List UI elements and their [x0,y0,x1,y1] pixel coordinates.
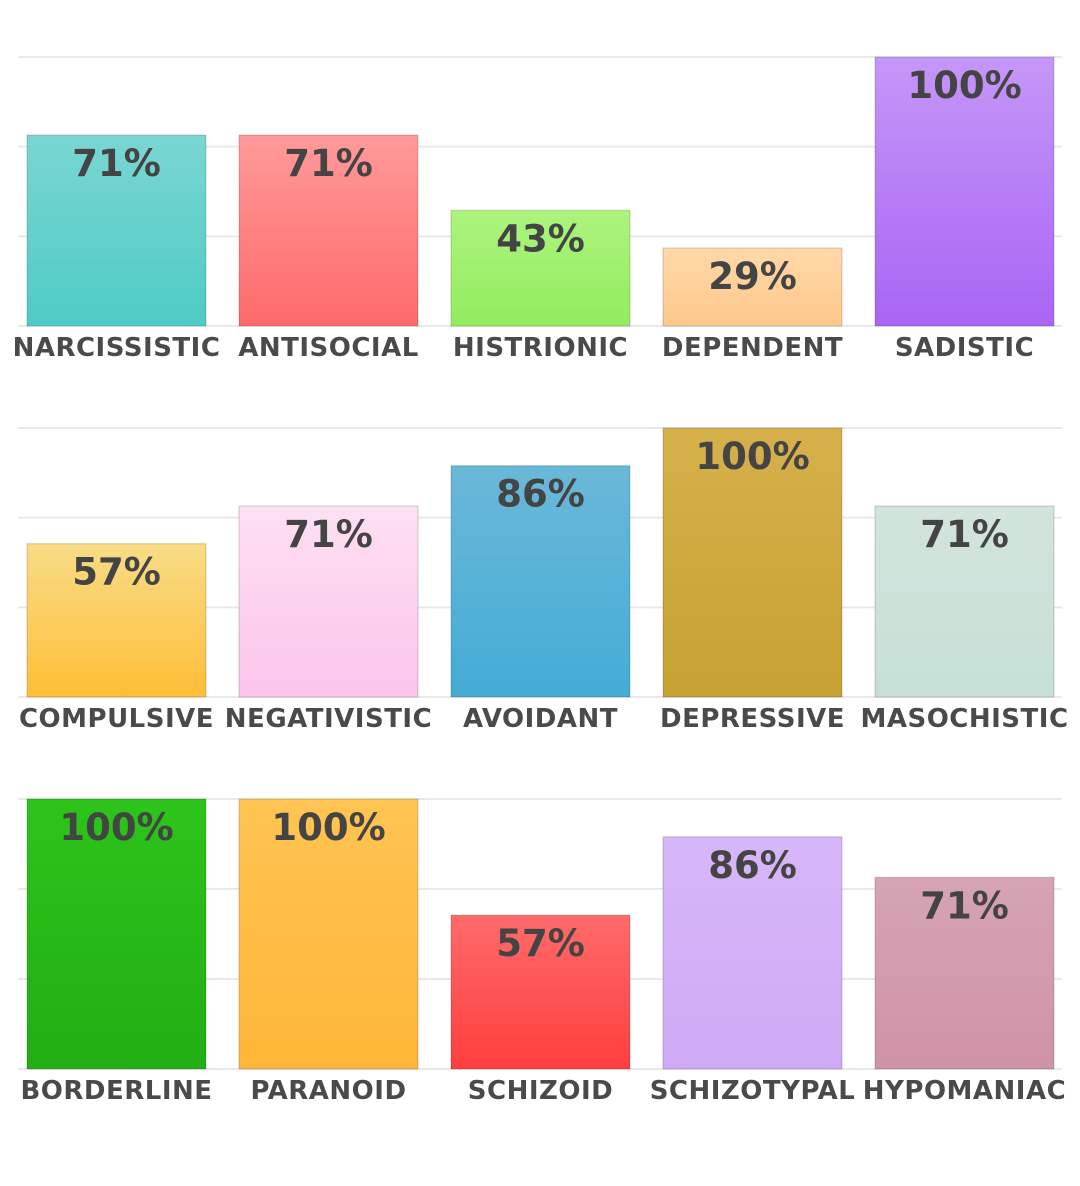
category-label-narcissistic: NARCISSISTIC [13,333,221,363]
bar-depressive [662,427,843,698]
category-label-compulsive: COMPULSIVE [19,704,214,734]
value-label-paranoid: 100% [271,806,385,849]
bar-masochistic [874,505,1055,698]
bar-negativistic [238,505,419,698]
bar-schizoid [450,914,631,1070]
value-label-narcissistic: 71% [72,142,161,185]
value-label-schizotypal: 86% [708,844,797,887]
bar-avoidant [450,464,631,698]
chart-panel-3: 100% BORDERLINE 100% PARANOID 57% SCHIZOID 86%… [18,798,1066,1106]
category-label-paranoid: PARANOID [250,1076,406,1106]
chart-panel-1: 71% NARCISSISTIC 71% ANTISOCIAL 43% HISTRIONI… [13,56,1062,363]
bar-schizotypal [662,836,843,1070]
category-label-histrionic: HISTRIONIC [453,333,628,363]
value-label-borderline: 100% [59,806,173,849]
value-label-schizoid: 57% [496,922,585,965]
bar-compulsive [26,542,207,698]
bar-sadistic [874,56,1055,327]
category-label-borderline: BORDERLINE [20,1076,212,1106]
bar-borderline [26,798,207,1070]
category-label-depressive: DEPRESSIVE [660,704,845,734]
category-label-schizoid: SCHIZOID [468,1076,613,1106]
category-label-hypomaniac: HYPOMANIAC [863,1076,1066,1106]
category-label-schizotypal: SCHIZOTYPAL [650,1076,856,1106]
value-label-masochistic: 71% [920,513,1009,556]
category-label-masochistic: MASOCHISTIC [860,704,1068,734]
value-label-hypomaniac: 71% [920,884,1009,927]
chart-panel-2: 57% COMPULSIVE 71% NEGATIVISTIC 86% AVOIDANT 1… [18,427,1068,734]
category-label-negativistic: NEGATIVISTIC [225,704,432,734]
value-label-histrionic: 43% [496,217,585,260]
category-label-dependent: DEPENDENT [662,333,843,363]
category-label-avoidant: AVOIDANT [463,704,618,734]
value-label-dependent: 29% [708,255,797,298]
value-label-compulsive: 57% [72,551,161,594]
value-label-avoidant: 86% [496,473,585,516]
category-label-sadistic: SADISTIC [895,333,1034,363]
bar-dependent [662,247,843,327]
value-label-antisocial: 71% [284,142,373,185]
bar-histrionic [450,209,631,327]
value-label-depressive: 100% [695,435,809,478]
bar-narcissistic [26,134,207,327]
category-label-antisocial: ANTISOCIAL [238,333,419,363]
value-label-negativistic: 71% [284,513,373,556]
bar-antisocial [238,134,419,327]
bar-paranoid [238,798,419,1070]
value-label-sadistic: 100% [907,64,1021,107]
bar-hypomaniac [874,876,1055,1070]
